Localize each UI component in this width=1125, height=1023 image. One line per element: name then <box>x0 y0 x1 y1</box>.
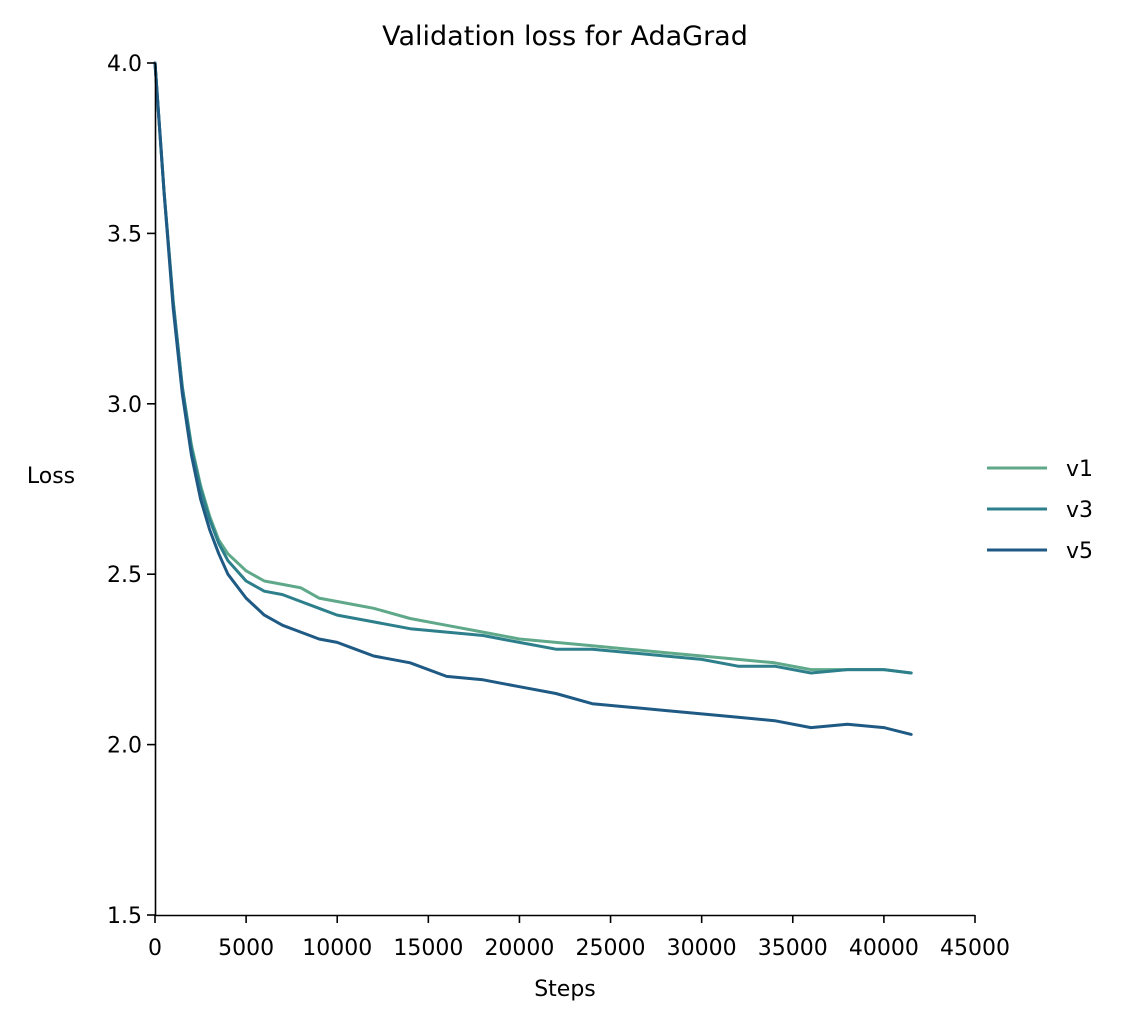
x-tick-label: 25000 <box>576 936 646 961</box>
y-tick-label: 3.5 <box>107 222 142 247</box>
legend-label-v1: v1 <box>1066 457 1093 482</box>
legend: v1 v3 v5 <box>987 457 1093 564</box>
chart-title: Validation loss for AdaGrad <box>382 21 748 52</box>
series-line-v1 <box>153 61 913 675</box>
x-tick-label: 15000 <box>393 936 463 961</box>
y-axis-title: Loss <box>27 464 75 489</box>
x-tick-label: 10000 <box>302 936 372 961</box>
x-tick-label: 30000 <box>667 936 737 961</box>
plot-area <box>153 61 913 736</box>
legend-label-v3: v3 <box>1066 498 1093 523</box>
series-line-v5 <box>153 61 913 736</box>
legend-label-v5: v5 <box>1066 539 1093 564</box>
y-tick-label: 2.0 <box>107 734 142 759</box>
y-tick-label: 2.5 <box>107 563 142 588</box>
x-tick-label: 5000 <box>218 936 274 961</box>
x-axis-title: Steps <box>534 977 596 1002</box>
y-tick-label: 4.0 <box>107 52 142 77</box>
x-axis-ticks: 0 5000 10000 15000 20000 25000 30000 35000 40000… <box>148 915 1010 961</box>
y-tick-label: 3.0 <box>107 393 142 418</box>
x-tick-label: 40000 <box>849 936 919 961</box>
y-tick-label: 1.5 <box>107 904 142 929</box>
x-tick-label: 35000 <box>758 936 828 961</box>
x-tick-label: 20000 <box>484 936 554 961</box>
y-axis-ticks: 1.5 2.0 2.5 3.0 3.5 4.0 <box>107 52 155 929</box>
x-tick-label: 0 <box>148 936 162 961</box>
x-tick-label: 45000 <box>940 936 1010 961</box>
series-line-v3 <box>153 61 913 675</box>
